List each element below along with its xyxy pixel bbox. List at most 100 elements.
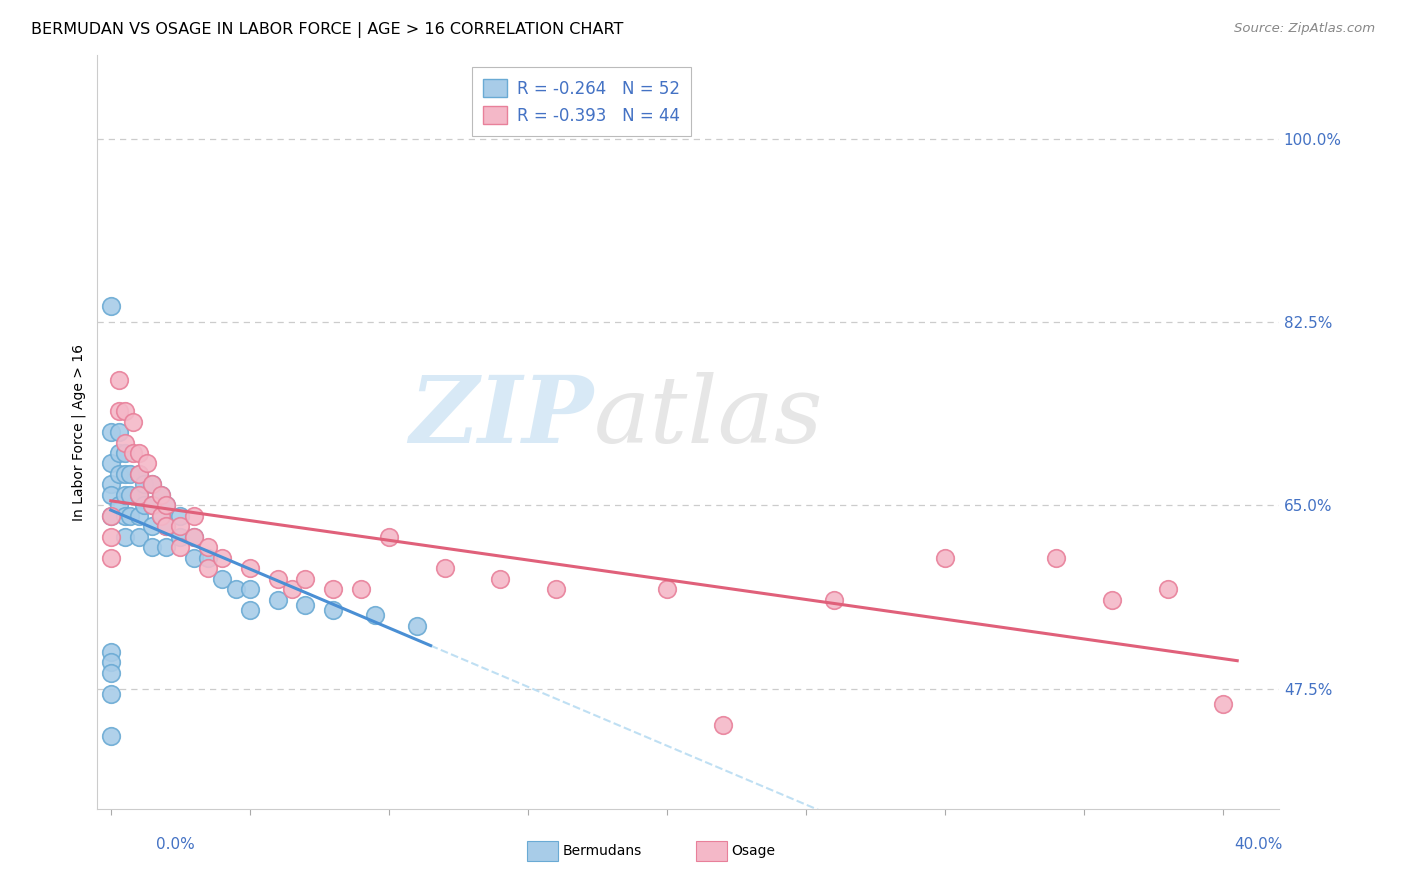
Point [135, 457, 157, 471]
Point [149, 508, 172, 523]
Point [114, 488, 136, 502]
Point [100, 425, 122, 439]
Point [183, 508, 205, 523]
Point [155, 541, 177, 555]
Point [655, 582, 678, 596]
Point [128, 488, 150, 502]
Point [128, 508, 150, 523]
Point [239, 603, 262, 617]
Point [114, 404, 136, 418]
Point [149, 508, 172, 523]
Point [108, 467, 131, 481]
Point [934, 550, 956, 565]
Point [266, 592, 288, 607]
Point [100, 665, 122, 680]
Point [1045, 550, 1067, 565]
Point [141, 499, 163, 513]
Point [155, 499, 177, 513]
Y-axis label: In Labor Force | Age > 16: In Labor Force | Age > 16 [72, 343, 86, 521]
Point [169, 519, 191, 533]
Point [114, 446, 136, 460]
Point [114, 467, 136, 481]
Text: Source: ZipAtlas.com: Source: ZipAtlas.com [1234, 22, 1375, 36]
Point [239, 582, 262, 596]
Point [128, 488, 150, 502]
Point [120, 467, 142, 481]
Point [1101, 592, 1123, 607]
Text: 0.0%: 0.0% [156, 837, 195, 852]
Point [128, 446, 150, 460]
Point [183, 530, 205, 544]
Point [322, 603, 344, 617]
Legend: R = -0.264   N = 52, R = -0.393   N = 44: R = -0.264 N = 52, R = -0.393 N = 44 [471, 67, 692, 136]
Point [108, 446, 131, 460]
Text: BERMUDAN VS OSAGE IN LABOR FORCE | AGE > 16 CORRELATION CHART: BERMUDAN VS OSAGE IN LABOR FORCE | AGE >… [31, 22, 623, 38]
Point [108, 373, 131, 387]
Point [149, 488, 172, 502]
Point [114, 435, 136, 450]
Point [141, 541, 163, 555]
Point [489, 572, 512, 586]
Point [823, 592, 845, 607]
Point [100, 645, 122, 659]
Point [155, 519, 177, 533]
Point [120, 488, 142, 502]
Point [155, 499, 177, 513]
Point [364, 608, 387, 623]
Point [155, 519, 177, 533]
Point [100, 508, 122, 523]
Point [108, 425, 131, 439]
Point [134, 499, 156, 513]
Point [280, 582, 302, 596]
Point [100, 488, 122, 502]
Text: atlas: atlas [593, 372, 823, 462]
Point [183, 530, 205, 544]
Point [100, 530, 122, 544]
Point [134, 477, 156, 491]
Point [405, 619, 427, 633]
Point [350, 582, 373, 596]
Point [108, 404, 131, 418]
Point [100, 656, 122, 670]
Point [378, 530, 401, 544]
Point [544, 582, 567, 596]
Point [114, 530, 136, 544]
Point [225, 582, 247, 596]
Point [197, 541, 219, 555]
Point [141, 519, 163, 533]
Point [100, 457, 122, 471]
Point [169, 508, 191, 523]
Point [197, 561, 219, 575]
Point [114, 508, 136, 523]
Point [122, 415, 145, 429]
Point [294, 572, 316, 586]
Point [120, 508, 142, 523]
Point [197, 550, 219, 565]
Point [183, 550, 205, 565]
Text: Osage: Osage [731, 844, 775, 858]
Point [100, 550, 122, 565]
Point [100, 687, 122, 701]
Point [149, 488, 172, 502]
Text: 40.0%: 40.0% [1234, 837, 1282, 852]
Point [1212, 698, 1234, 712]
Point [128, 530, 150, 544]
Point [1156, 582, 1178, 596]
Point [211, 572, 233, 586]
Point [100, 508, 122, 523]
Point [433, 561, 456, 575]
Point [141, 499, 163, 513]
Point [211, 550, 233, 565]
Point [141, 477, 163, 491]
Text: Bermudans: Bermudans [562, 844, 641, 858]
Point [122, 446, 145, 460]
Point [141, 477, 163, 491]
Point [128, 467, 150, 481]
Point [100, 300, 122, 314]
Point [711, 718, 734, 732]
Point [128, 467, 150, 481]
Point [100, 477, 122, 491]
Point [266, 572, 288, 586]
Point [169, 541, 191, 555]
Text: ZIP: ZIP [409, 372, 593, 462]
